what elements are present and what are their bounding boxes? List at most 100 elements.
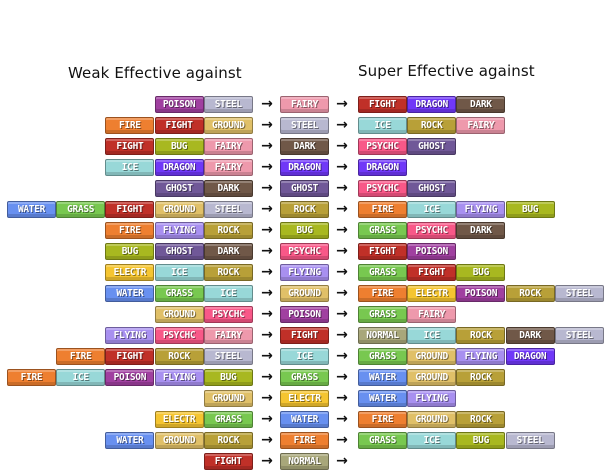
- super-type-badge: NORMAL: [358, 327, 407, 344]
- weak-type-badge: ROCK: [154, 348, 204, 365]
- arrow-icon: →: [261, 222, 273, 238]
- super-type-badge: DARK: [456, 222, 506, 239]
- center-type-badge: WATER: [280, 411, 329, 428]
- super-type-badge: STEEL: [554, 327, 604, 344]
- super-type-badge: DRAGON: [407, 96, 457, 113]
- weak-type-badge: ELECTR: [154, 411, 204, 428]
- super-type-badge: FLYING: [456, 201, 506, 218]
- arrow-icon: →: [261, 201, 273, 217]
- weak-type-badge: FIRE: [105, 222, 155, 239]
- super-type-badge: ROCK: [456, 369, 506, 386]
- super-type-badge: GRASS: [358, 348, 407, 365]
- super-type-badge: GRASS: [358, 264, 407, 281]
- super-type-badge: BUG: [505, 201, 555, 218]
- super-type-badge: DRAGON: [505, 348, 555, 365]
- center-type-badge: FLYING: [280, 264, 329, 281]
- weak-type-badge: ROCK: [203, 222, 253, 239]
- super-type-badge: DRAGON: [358, 159, 407, 176]
- super-type-badge: ROCK: [456, 411, 506, 428]
- weak-type-badge: GROUND: [154, 432, 204, 449]
- arrow-icon: →: [261, 285, 273, 301]
- super-type-badge: GRASS: [358, 432, 407, 449]
- center-type-badge: POISON: [280, 306, 329, 323]
- weak-type-badge: WATER: [105, 285, 155, 302]
- super-type-badge: FAIRY: [407, 306, 457, 323]
- weak-type-badge: BUG: [105, 243, 155, 260]
- super-type-badge: BUG: [456, 264, 506, 281]
- weak-type-badge: FIGHT: [154, 117, 204, 134]
- arrow-icon: →: [261, 138, 273, 154]
- weak-type-badge: FAIRY: [203, 327, 253, 344]
- weak-type-badge: ICE: [56, 369, 106, 386]
- super-type-badge: GHOST: [407, 180, 457, 197]
- arrow-icon: →: [261, 96, 273, 112]
- arrow-icon: →: [336, 159, 348, 175]
- center-type-badge: FAIRY: [280, 96, 329, 113]
- arrow-icon: →: [261, 180, 273, 196]
- weak-type-badge: BUG: [203, 369, 253, 386]
- super-type-badge: ROCK: [456, 327, 506, 344]
- super-type-badge: WATER: [358, 390, 407, 407]
- weak-type-badge: ICE: [105, 159, 155, 176]
- center-type-badge: ELECTR: [280, 390, 329, 407]
- weak-type-badge: FAIRY: [203, 138, 253, 155]
- center-type-badge: GROUND: [280, 285, 329, 302]
- arrow-icon: →: [336, 285, 348, 301]
- weak-type-badge: FIRE: [105, 117, 155, 134]
- center-type-badge: NORMAL: [280, 453, 329, 470]
- arrow-icon: →: [261, 243, 273, 259]
- super-type-badge: FIGHT: [358, 243, 407, 260]
- super-effective-heading: Super Effective against: [358, 62, 535, 80]
- super-type-badge: GRASS: [358, 222, 407, 239]
- weak-type-badge: ELECTR: [105, 264, 155, 281]
- weak-type-badge: FIGHT: [203, 453, 253, 470]
- arrow-icon: →: [261, 348, 273, 364]
- arrow-icon: →: [261, 369, 273, 385]
- super-type-badge: STEEL: [505, 432, 555, 449]
- weak-type-badge: ROCK: [203, 264, 253, 281]
- weak-type-badge: PSYCHC: [203, 306, 253, 323]
- weak-type-badge: GROUND: [203, 390, 253, 407]
- super-type-badge: PSYCHC: [358, 138, 407, 155]
- super-type-badge: PSYCHC: [358, 180, 407, 197]
- super-type-badge: STEEL: [554, 285, 604, 302]
- super-type-badge: FIGHT: [407, 264, 457, 281]
- center-type-badge: DARK: [280, 138, 329, 155]
- super-type-badge: ELECTR: [407, 285, 457, 302]
- weak-type-badge: WATER: [105, 432, 155, 449]
- weak-type-badge: PSYCHC: [154, 327, 204, 344]
- weak-type-badge: GROUND: [154, 201, 204, 218]
- arrow-icon: →: [336, 117, 348, 133]
- weak-type-badge: GRASS: [154, 285, 204, 302]
- arrow-icon: →: [261, 390, 273, 406]
- super-type-badge: POISON: [456, 285, 506, 302]
- weak-type-badge: BUG: [154, 138, 204, 155]
- super-type-badge: FLYING: [407, 390, 457, 407]
- weak-type-badge: DARK: [203, 243, 253, 260]
- center-type-badge: GRASS: [280, 369, 329, 386]
- weak-type-badge: DRAGON: [154, 159, 204, 176]
- weak-type-badge: GROUND: [203, 117, 253, 134]
- super-type-badge: DARK: [456, 96, 506, 113]
- arrow-icon: →: [336, 180, 348, 196]
- arrow-icon: →: [261, 453, 273, 469]
- center-type-badge: FIRE: [280, 432, 329, 449]
- super-type-badge: ROCK: [505, 285, 555, 302]
- weak-type-badge: GRASS: [56, 201, 106, 218]
- weak-type-badge: ICE: [154, 264, 204, 281]
- super-type-badge: FIRE: [358, 411, 407, 428]
- arrow-icon: →: [336, 390, 348, 406]
- super-type-badge: FIGHT: [358, 96, 407, 113]
- super-type-badge: ROCK: [407, 117, 457, 134]
- weak-type-badge: STEEL: [203, 96, 253, 113]
- super-type-badge: ICE: [407, 327, 457, 344]
- arrow-icon: →: [261, 264, 273, 280]
- weak-effective-heading: Weak Effective against: [68, 64, 242, 82]
- super-type-badge: FAIRY: [456, 117, 506, 134]
- weak-type-badge: FIGHT: [105, 138, 155, 155]
- weak-type-badge: ROCK: [203, 432, 253, 449]
- weak-type-badge: GROUND: [154, 306, 204, 323]
- arrow-icon: →: [336, 222, 348, 238]
- center-type-badge: ICE: [280, 348, 329, 365]
- weak-type-badge: STEEL: [203, 201, 253, 218]
